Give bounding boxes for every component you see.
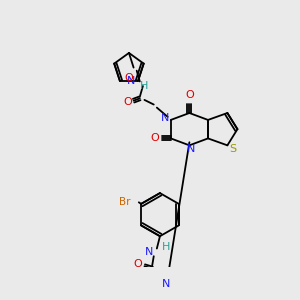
Text: N: N — [162, 279, 170, 289]
Text: S: S — [229, 144, 236, 154]
Text: N: N — [127, 76, 135, 86]
Text: H: H — [140, 81, 148, 91]
Text: N: N — [146, 247, 154, 256]
Text: N: N — [187, 144, 195, 154]
Text: O: O — [185, 90, 194, 100]
Text: N: N — [160, 113, 169, 123]
Text: O: O — [124, 74, 133, 83]
Text: O: O — [133, 259, 142, 269]
Text: O: O — [124, 97, 133, 107]
Text: O: O — [150, 134, 159, 143]
Text: Br: Br — [119, 196, 130, 206]
Text: H: H — [161, 242, 170, 252]
